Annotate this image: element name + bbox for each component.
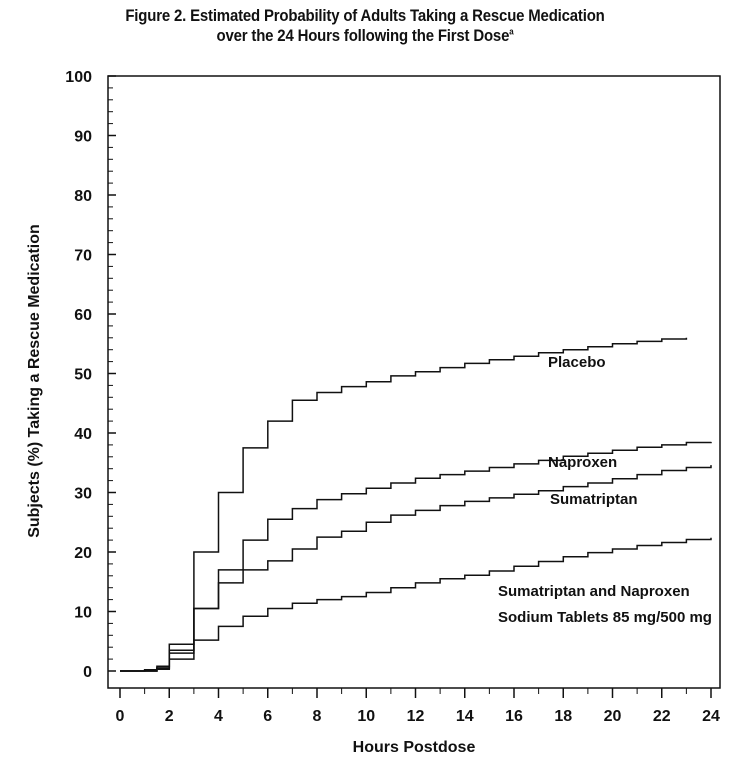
y-tick-label-60: 60 <box>74 307 92 324</box>
x-tick-label-18: 18 <box>554 708 572 725</box>
y-tick-label-70: 70 <box>74 248 92 265</box>
series-layer <box>120 337 712 672</box>
series-line-1 <box>120 337 688 672</box>
x-tick-label-10: 10 <box>357 708 375 725</box>
y-tick-label-30: 30 <box>74 486 92 503</box>
series-label-4-line-2: Sodium Tablets 85 mg/500 mg <box>498 609 712 626</box>
y-tick-label-80: 80 <box>74 188 92 205</box>
series-line-3 <box>120 465 712 672</box>
series-label-3-line-1: Sumatriptan <box>550 491 638 508</box>
series-label-layer: Placebo Naproxen Sumatriptan Sumatriptan an… <box>498 354 712 626</box>
series-line-2 <box>120 441 712 672</box>
title-footnote-marker: a <box>509 26 514 37</box>
x-tick-label-20: 20 <box>604 708 622 725</box>
x-tick-label-22: 22 <box>653 708 671 725</box>
series-label-2-line-1: Naproxen <box>548 454 617 471</box>
x-tick-label-8: 8 <box>313 708 322 725</box>
series-label-4-line-1: Sumatriptan and Naproxen <box>498 583 690 600</box>
y-tick-label-20: 20 <box>74 545 92 562</box>
x-axis: 0 2 4 6 8 10 12 14 16 18 20 22 24 <box>116 688 720 725</box>
y-axis: 0 10 20 30 40 50 60 70 80 90 100 <box>65 69 116 681</box>
chart-title-line-2: over the 24 Hours following the First Do… <box>44 26 686 46</box>
y-tick-label-10: 10 <box>74 605 92 622</box>
x-tick-label-16: 16 <box>505 708 523 725</box>
chart-title-line-1: Figure 2. Estimated Probability of Adult… <box>125 6 605 25</box>
y-tick-label-100: 100 <box>65 69 92 86</box>
x-tick-label-6: 6 <box>263 708 272 725</box>
x-tick-label-4: 4 <box>214 708 223 725</box>
x-tick-label-24: 24 <box>702 708 720 725</box>
y-tick-label-0: 0 <box>83 664 92 681</box>
x-axis-title: Hours Postdose <box>353 739 476 756</box>
x-tick-label-2: 2 <box>165 708 174 725</box>
series-label-1-line-1: Placebo <box>548 354 606 371</box>
x-tick-label-12: 12 <box>407 708 425 725</box>
y-tick-label-50: 50 <box>74 367 92 384</box>
series-line-4 <box>120 537 712 672</box>
y-axis-title: Subjects (%) Taking a Rescue Medication <box>26 224 43 538</box>
x-tick-label-14: 14 <box>456 708 474 725</box>
y-tick-label-40: 40 <box>74 426 92 443</box>
plot-frame <box>107 75 721 689</box>
chart-title-line-2-text: over the 24 Hours following the First Do… <box>216 26 510 45</box>
y-tick-label-90: 90 <box>74 129 92 146</box>
x-tick-label-0: 0 <box>116 708 125 725</box>
